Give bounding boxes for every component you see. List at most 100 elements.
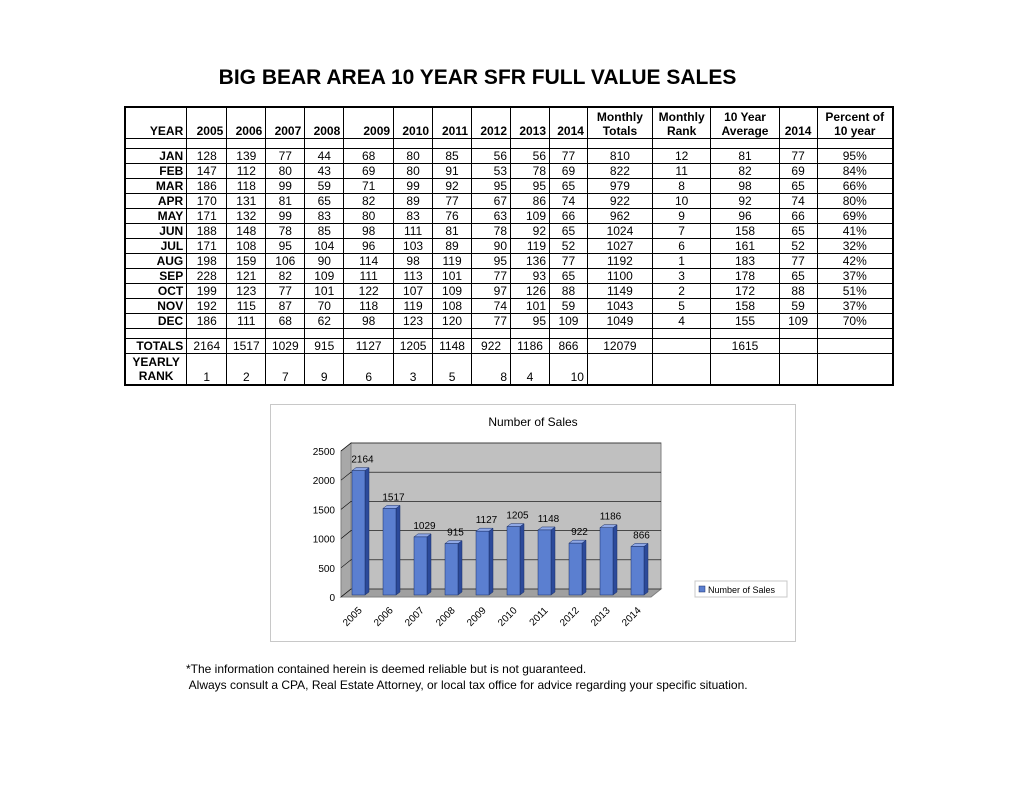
x-tick-label: 2012 xyxy=(558,605,582,629)
gridline xyxy=(340,559,661,569)
y-tick-label: 1000 xyxy=(313,535,336,546)
percent-of-10-year: 84% xyxy=(816,163,894,179)
sales-value: 148 xyxy=(226,223,267,239)
empty-cell xyxy=(651,338,712,354)
data-label: 922 xyxy=(571,527,588,538)
sales-value: 93 xyxy=(510,268,551,284)
sales-value: 80 xyxy=(343,208,395,224)
year-2014-value: 77 xyxy=(778,253,818,269)
sales-value: 85 xyxy=(432,148,473,164)
yearly-rank-label-line2: RANK xyxy=(138,369,174,383)
empty-cell xyxy=(226,138,267,149)
bar xyxy=(444,540,463,596)
empty-cell xyxy=(124,328,188,339)
sales-value: 78 xyxy=(471,223,512,239)
sales-value: 118 xyxy=(343,298,395,314)
sales-value: 198 xyxy=(186,253,228,269)
sales-value: 68 xyxy=(343,148,395,164)
spacer-row xyxy=(124,138,894,149)
empty-cell xyxy=(651,138,712,149)
sales-value: 122 xyxy=(343,283,395,299)
monthly-rank: 8 xyxy=(651,178,712,194)
empty-cell xyxy=(304,138,345,149)
month-label: AUG xyxy=(124,253,188,269)
year-total: 1517 xyxy=(226,338,267,354)
table-row: MAY 171 132 99 83 80 83 76 63 109 66 962 9 96 66 69% xyxy=(124,208,894,224)
sales-value: 111 xyxy=(393,223,434,239)
legend-label: Number of Sales xyxy=(708,585,776,595)
sales-value: 85 xyxy=(304,223,345,239)
bar-front xyxy=(630,546,645,596)
sales-value: 123 xyxy=(226,283,267,299)
empty-cell xyxy=(265,138,306,149)
ten-year-average: 158 xyxy=(710,298,780,314)
empty-cell xyxy=(124,138,188,149)
data-label: 1186 xyxy=(600,512,622,523)
monthly-rank: 10 xyxy=(651,193,712,209)
monthly-total: 1043 xyxy=(586,298,653,314)
data-label: 2164 xyxy=(351,455,374,466)
percent-of-10-year: 37% xyxy=(816,298,894,314)
bar-side xyxy=(643,542,649,596)
sales-value: 123 xyxy=(393,313,434,329)
sales-value: 109 xyxy=(432,283,473,299)
column-header: 2014 xyxy=(549,106,588,139)
year-rank: 8 xyxy=(471,353,512,386)
year-total: 922 xyxy=(471,338,512,354)
empty-cell xyxy=(186,138,228,149)
percent-of-10-year: 41% xyxy=(816,223,894,239)
percent-of-10-year: 66% xyxy=(816,178,894,194)
monthly-total: 1049 xyxy=(586,313,653,329)
monthly-rank: 3 xyxy=(651,268,712,284)
empty-cell xyxy=(586,138,653,149)
sales-value: 98 xyxy=(343,313,395,329)
year-rank: 4 xyxy=(510,353,551,386)
column-header: 2013 xyxy=(510,106,551,139)
sales-chart: 0 500 1000 1500 2000 2500 Number of Sales 2164 2… xyxy=(270,404,796,642)
data-label: 1148 xyxy=(538,514,560,525)
percent-of-10-year: 32% xyxy=(816,238,894,254)
bar xyxy=(475,527,494,596)
sales-value: 101 xyxy=(304,283,345,299)
empty-cell xyxy=(586,353,653,386)
empty-cell xyxy=(471,138,512,149)
table-row: FEB 147 112 80 43 69 80 91 53 78 69 822 11 82 69 84% xyxy=(124,163,894,179)
data-label: 1517 xyxy=(382,492,405,503)
sales-value: 107 xyxy=(393,283,434,299)
bar-front xyxy=(444,543,459,596)
sales-value: 109 xyxy=(510,208,551,224)
sales-value: 112 xyxy=(226,163,267,179)
sales-value: 81 xyxy=(265,193,306,209)
y-tick-label: 2000 xyxy=(313,476,336,487)
sales-value: 95 xyxy=(510,178,551,194)
sales-value: 80 xyxy=(393,163,434,179)
year-2014-value: 77 xyxy=(778,148,818,164)
bar-side xyxy=(612,524,618,596)
sales-value: 82 xyxy=(343,193,395,209)
percent-of-10-year: 80% xyxy=(816,193,894,209)
ten-year-average: 158 xyxy=(710,223,780,239)
monthly-total: 922 xyxy=(586,193,653,209)
sales-value: 111 xyxy=(343,268,395,284)
column-header: YEAR xyxy=(124,106,188,139)
ten-year-average: 82 xyxy=(710,163,780,179)
sales-value: 44 xyxy=(304,148,345,164)
sales-value: 59 xyxy=(304,178,345,194)
spacer-row xyxy=(124,328,894,339)
empty-cell xyxy=(549,328,588,339)
table-row: NOV 192 115 87 70 118 119 108 74 101 59 1043 5 158 59 3… xyxy=(124,298,894,314)
sales-value: 101 xyxy=(432,268,473,284)
sales-value: 188 xyxy=(186,223,228,239)
sales-value: 90 xyxy=(304,253,345,269)
sales-value: 99 xyxy=(265,208,306,224)
data-label: 866 xyxy=(633,530,650,541)
bar-side xyxy=(364,467,370,596)
bar-side xyxy=(519,523,525,596)
ten-year-average: 172 xyxy=(710,283,780,299)
sales-value: 109 xyxy=(549,313,588,329)
ten-year-average: 183 xyxy=(710,253,780,269)
year-2014-value: 88 xyxy=(778,283,818,299)
table-row: MAR 186 118 99 59 71 99 92 95 95 65 979 8 98 65 66% xyxy=(124,178,894,194)
year-2014-value: 65 xyxy=(778,223,818,239)
monthly-total: 1149 xyxy=(586,283,653,299)
